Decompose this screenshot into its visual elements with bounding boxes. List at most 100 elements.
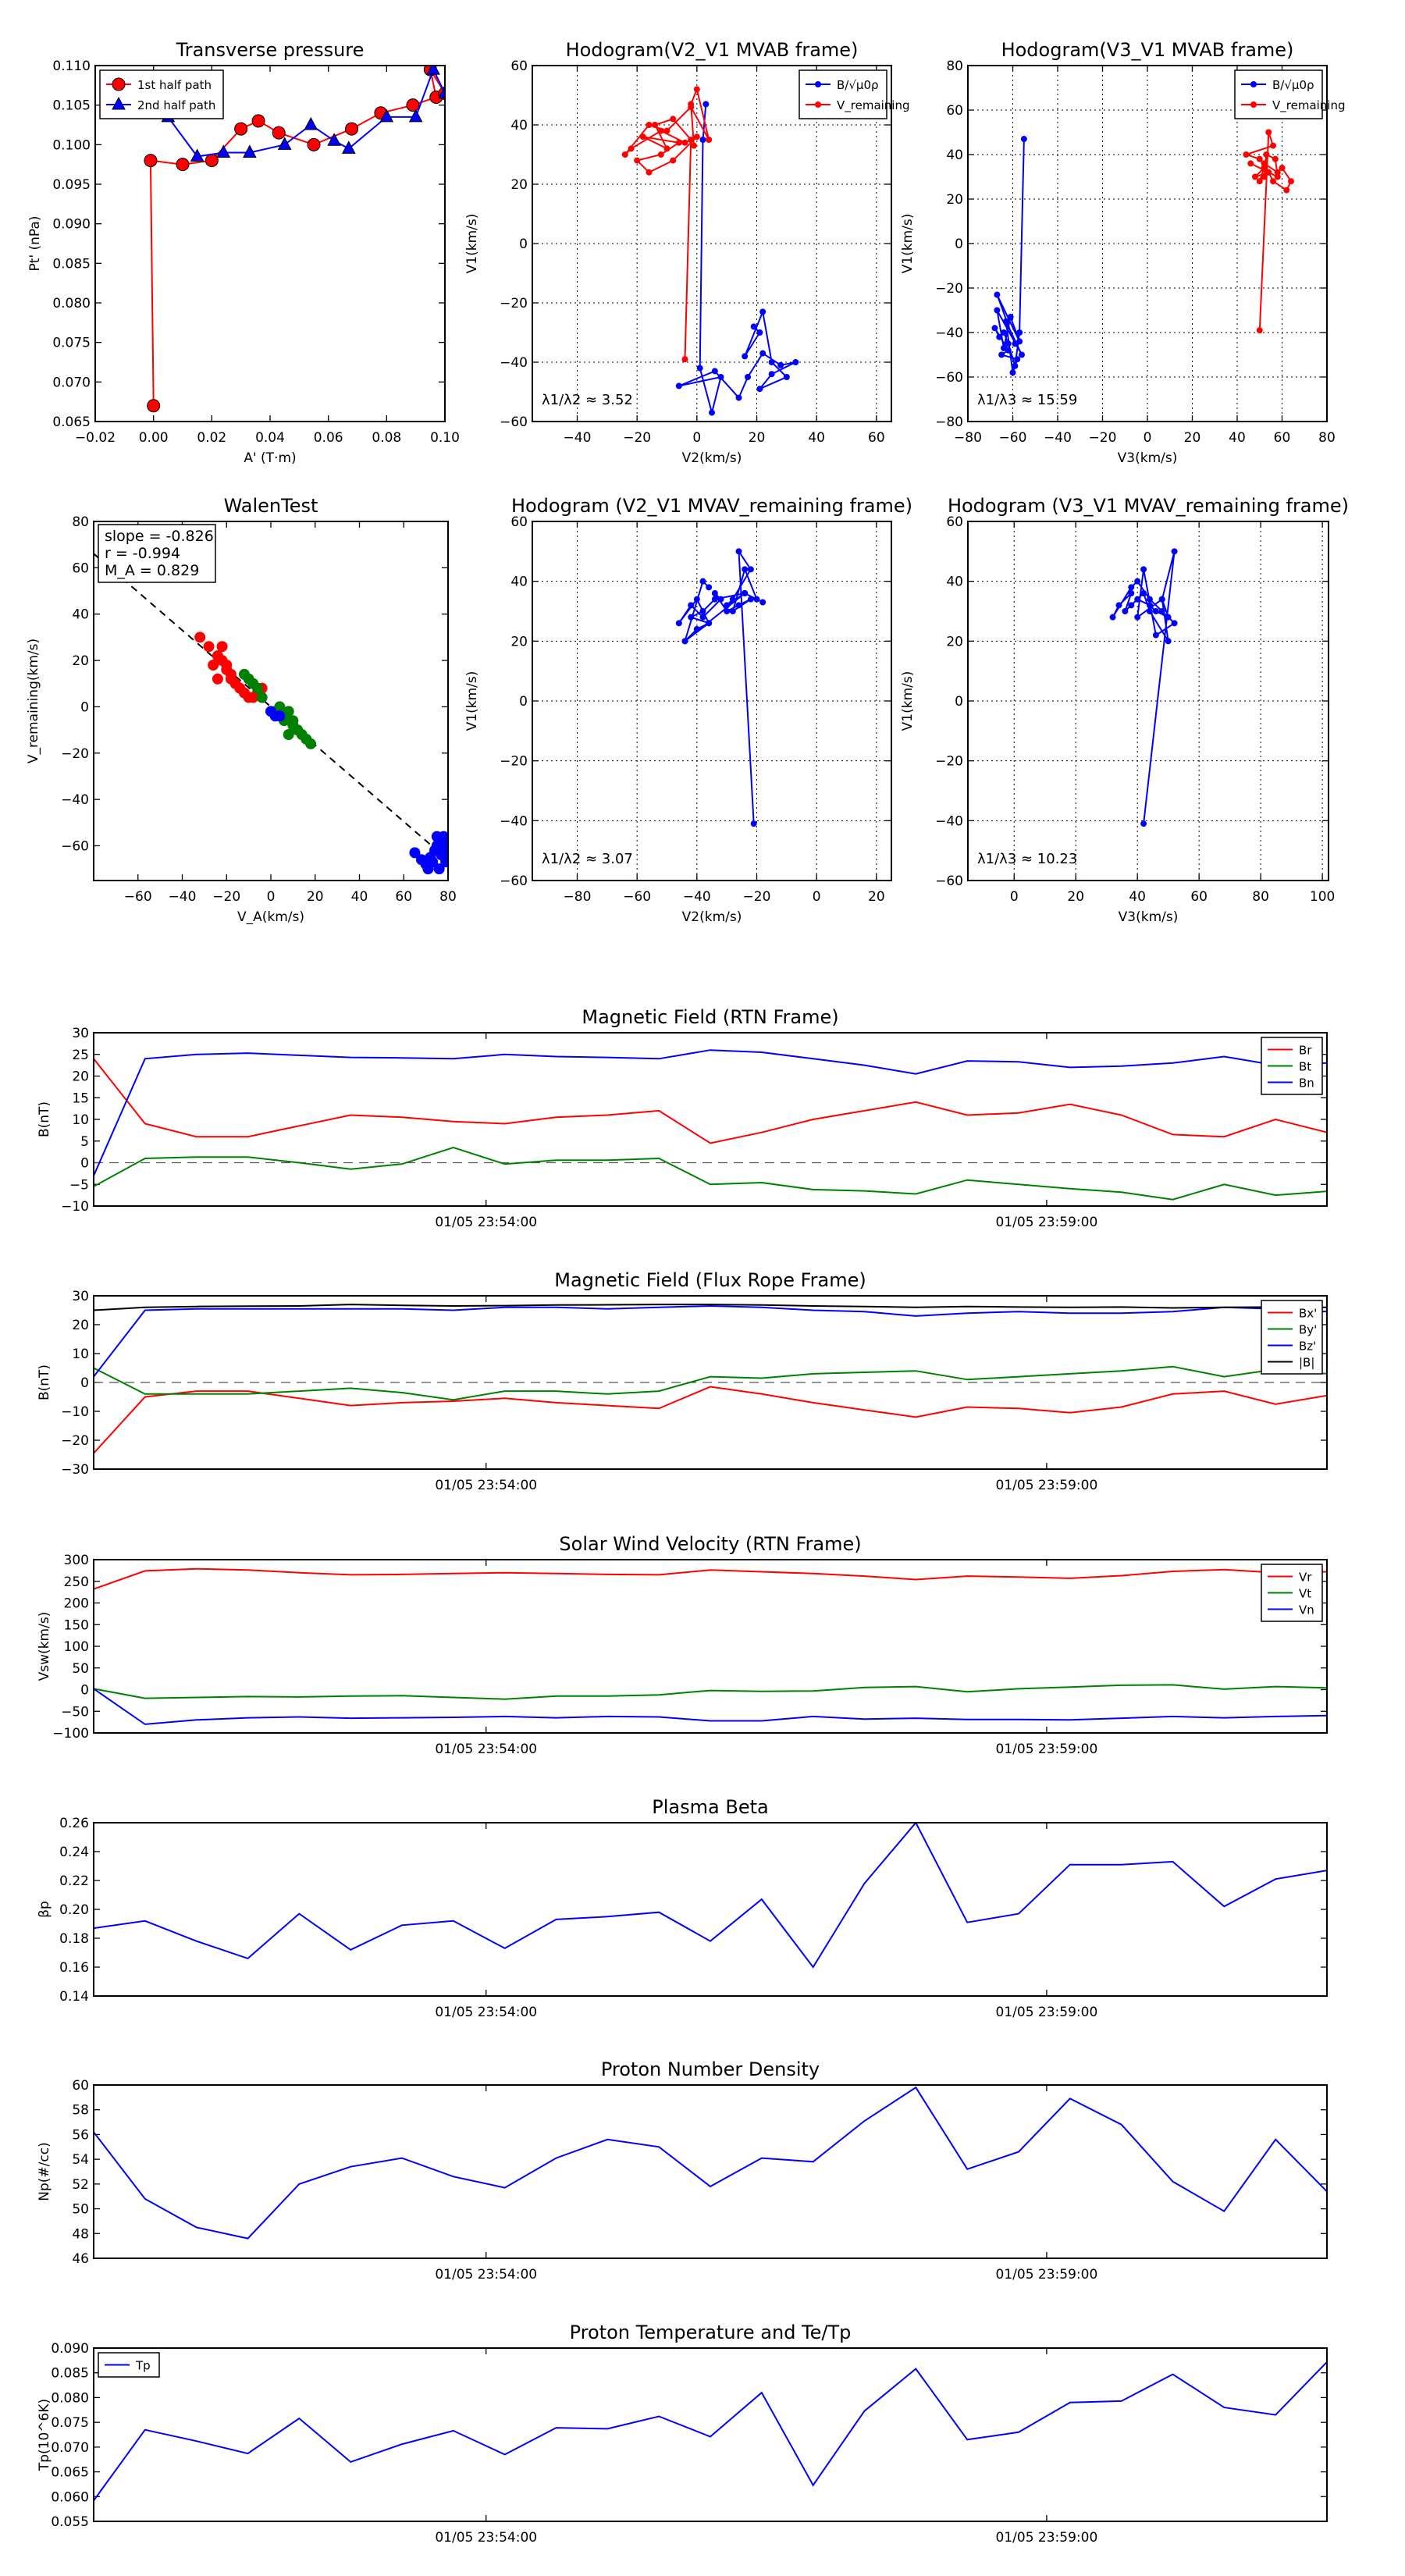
y-tick-label: −10 xyxy=(61,1404,89,1420)
x-tick-label: −80 xyxy=(954,430,982,446)
data-point xyxy=(341,141,356,154)
stats-line: r = -0.994 xyxy=(105,545,180,562)
data-point xyxy=(688,101,695,108)
y-axis-label: V_remaining(km/s) xyxy=(26,639,41,763)
legend-label: Br xyxy=(1299,1044,1312,1058)
data-point xyxy=(628,145,635,152)
data-point xyxy=(176,158,190,172)
data-point xyxy=(234,122,248,136)
y-tick-label: 48 xyxy=(72,2226,89,2242)
data-point xyxy=(1252,173,1258,180)
plot-area xyxy=(1109,548,1178,827)
data-point xyxy=(657,151,664,158)
data-point xyxy=(1146,608,1153,614)
y-tick-label: 20 xyxy=(72,653,89,669)
chart-title: Proton Number Density xyxy=(601,2058,820,2080)
axes-frame xyxy=(93,2084,1328,2259)
y-tick-label: 0.085 xyxy=(51,2366,89,2382)
data-point xyxy=(427,856,439,868)
plot-area xyxy=(94,2086,1327,2240)
y-axis-label: Pt' (nPa) xyxy=(27,216,43,272)
plot-area xyxy=(94,1567,1327,1725)
x-tick-label: 60 xyxy=(1190,889,1208,905)
data-point xyxy=(991,325,998,332)
x-tick-label: −20 xyxy=(1089,430,1117,446)
y-tick-label: 60 xyxy=(72,560,89,576)
x-tick-label: 01/05 23:54:00 xyxy=(435,2005,537,2020)
y-tick-label: 0 xyxy=(80,1156,89,1172)
data-point xyxy=(652,122,659,128)
data-point xyxy=(440,856,448,868)
y-tick-label: −40 xyxy=(61,792,89,808)
data-point xyxy=(1016,329,1023,336)
y-tick-label: 0.20 xyxy=(59,1902,89,1918)
data-point xyxy=(345,122,359,136)
x-tick-label: −80 xyxy=(564,889,592,905)
series-line-Vt xyxy=(94,1684,1327,1700)
data-point xyxy=(753,596,760,603)
y-tick-label: 10 xyxy=(72,1112,89,1128)
x-tick-label: 01/05 23:59:00 xyxy=(996,2005,1098,2020)
data-point xyxy=(693,86,700,93)
data-point xyxy=(1243,151,1250,158)
y-tick-label: 20 xyxy=(946,192,963,208)
x-tick-label: 20 xyxy=(307,889,324,905)
x-tick-label: 40 xyxy=(351,889,368,905)
legend-box xyxy=(1234,69,1323,119)
x-tick-label: 01/05 23:59:00 xyxy=(996,1742,1098,1757)
legend-marker xyxy=(815,101,821,108)
data-point xyxy=(1288,178,1294,185)
legend-marker xyxy=(112,77,126,91)
data-point xyxy=(702,101,710,108)
data-point xyxy=(783,374,790,380)
data-point xyxy=(265,706,276,717)
data-point xyxy=(688,137,695,143)
series-line-Bx' xyxy=(94,1386,1327,1454)
chart-h2: −80 −60 −40 −20 0 20 40 60 80 −80 −60 −40 −20 0 20 40 60… xyxy=(900,39,1346,466)
legend-label: B/√μ0ρ xyxy=(1272,78,1314,92)
data-point xyxy=(634,157,641,164)
annotation: λ1/λ3 ≈ 15.59 xyxy=(977,392,1077,408)
data-point xyxy=(1001,329,1007,336)
x-tick-label: 60 xyxy=(868,430,885,446)
y-tick-label: 0.16 xyxy=(59,1960,89,1976)
chart-title: Hodogram(V3_V1 MVAB frame) xyxy=(1001,39,1294,61)
axes-frame xyxy=(93,1032,1328,1207)
y-axis-label: V1(km/s) xyxy=(464,671,480,731)
data-point xyxy=(1265,169,1272,176)
y-tick-label: 60 xyxy=(946,514,963,530)
y-tick-label: −60 xyxy=(500,415,528,430)
data-point xyxy=(1247,160,1254,167)
y-tick-label: 300 xyxy=(64,1553,89,1568)
data-point xyxy=(1002,318,1009,325)
y-tick-label: −60 xyxy=(61,838,89,854)
data-point xyxy=(1134,578,1141,585)
data-point xyxy=(1109,614,1116,621)
data-point xyxy=(759,308,767,315)
legend-label: B/√μ0ρ xyxy=(837,78,879,92)
data-point xyxy=(777,361,784,368)
chart-title: Hodogram (V2_V1 MVAV_remaining frame) xyxy=(511,495,912,517)
y-tick-label: −60 xyxy=(500,873,528,889)
y-tick-label: 40 xyxy=(510,118,528,133)
chart-title: Proton Temperature and Te/Tp xyxy=(570,2322,852,2343)
series-line-Np xyxy=(94,2086,1327,2240)
series-line-Br xyxy=(94,1058,1327,1144)
y-tick-label: 0 xyxy=(955,237,963,252)
y-tick-label: −40 xyxy=(500,813,528,829)
data-point xyxy=(216,144,231,158)
x-tick-label: 80 xyxy=(1318,430,1336,446)
legend-label: Bz' xyxy=(1299,1340,1316,1354)
data-point xyxy=(406,98,420,112)
legend-label: Bn xyxy=(1299,1076,1314,1091)
data-point xyxy=(1014,356,1021,363)
legend-label: 1st half path xyxy=(137,78,212,92)
data-point xyxy=(675,620,682,627)
data-point xyxy=(243,144,257,158)
data-point xyxy=(742,590,749,596)
x-axis-label: V2(km/s) xyxy=(682,450,742,466)
legend: B/√μ0ρ V_remaining xyxy=(799,69,910,119)
legend: 1st half path 2nd half path xyxy=(99,69,224,119)
data-point xyxy=(1171,620,1178,627)
